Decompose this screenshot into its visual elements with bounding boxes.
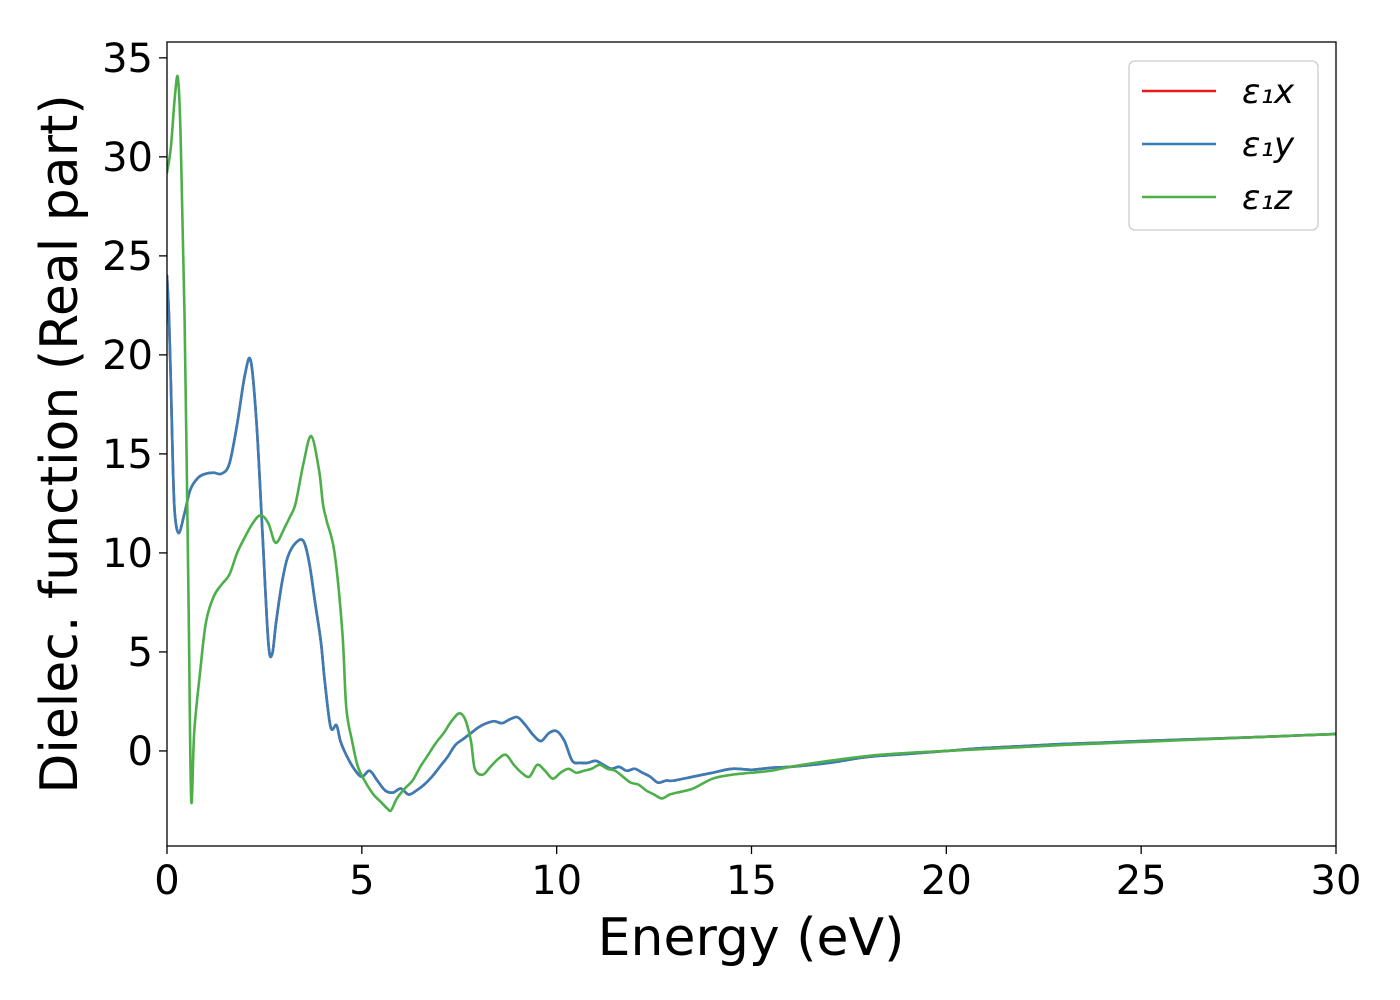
legend-label-eps1x: ε₁x bbox=[1242, 72, 1295, 112]
y-tick-label: 20 bbox=[102, 333, 153, 379]
y-axis: 0 5 10 15 20 25 30 35 bbox=[102, 36, 167, 775]
y-axis-label: Dielec. function (Real part) bbox=[30, 94, 90, 793]
x-tick-label: 15 bbox=[726, 858, 777, 904]
y-tick-label: 5 bbox=[128, 630, 153, 676]
legend-entry-eps1x: ε₁x bbox=[1142, 72, 1295, 112]
y-tick-label: 30 bbox=[102, 135, 153, 181]
x-tick-label: 20 bbox=[921, 858, 972, 904]
legend-label-eps1y: ε₁y bbox=[1242, 125, 1295, 165]
x-tick-label: 0 bbox=[154, 858, 179, 904]
x-tick-label: 30 bbox=[1311, 858, 1362, 904]
series-line-eps1y bbox=[167, 274, 1336, 796]
legend: ε₁x ε₁y ε₁z bbox=[1128, 60, 1319, 231]
y-tick-label: 25 bbox=[102, 234, 153, 280]
x-tick-label: 25 bbox=[1116, 858, 1167, 904]
x-axis: 0 5 10 15 20 25 30 bbox=[154, 846, 1361, 904]
y-tick-label: 35 bbox=[102, 36, 153, 82]
y-tick-label: 15 bbox=[102, 432, 153, 478]
y-tick-label: 10 bbox=[102, 531, 153, 577]
legend-box bbox=[1128, 60, 1319, 231]
series-layer bbox=[167, 74, 1336, 813]
legend-entry-eps1z: ε₁z bbox=[1142, 178, 1293, 218]
legend-label-eps1z: ε₁z bbox=[1242, 178, 1293, 218]
x-tick-label: 5 bbox=[349, 858, 374, 904]
series-line-eps1z bbox=[167, 74, 1336, 813]
x-axis-label: Energy (eV) bbox=[598, 908, 905, 968]
x-tick-label: 10 bbox=[531, 858, 582, 904]
y-tick-label: 0 bbox=[128, 729, 153, 775]
legend-entry-eps1y: ε₁y bbox=[1142, 125, 1295, 165]
